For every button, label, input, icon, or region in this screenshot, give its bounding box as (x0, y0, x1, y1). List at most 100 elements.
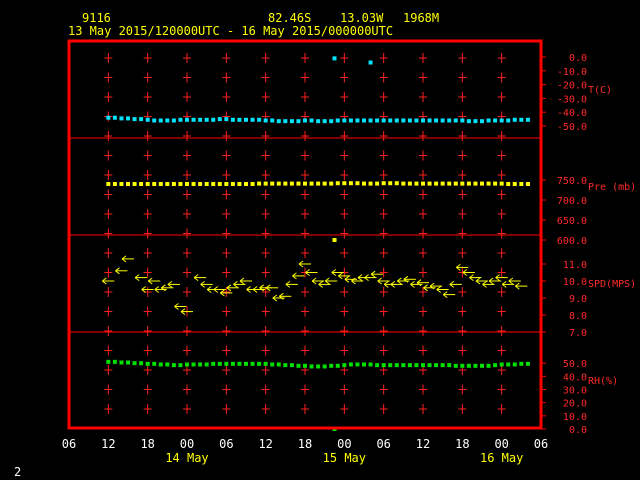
y-tick-label: -30.0 (557, 94, 587, 105)
wind-arrow (180, 308, 193, 316)
wind-arrow-head (495, 277, 500, 282)
data-point (460, 181, 465, 186)
wind-arrow-head (134, 274, 140, 279)
data-point (506, 362, 511, 367)
x-tick-label: 18 (298, 437, 312, 451)
data-point (198, 362, 203, 367)
wind-arrow-head (226, 287, 232, 292)
wind-arrow (370, 270, 384, 278)
x-tick-label: 00 (180, 437, 194, 451)
data-point (112, 359, 117, 364)
data-point (132, 117, 137, 122)
wind-arrow (292, 272, 305, 280)
wind-arrow-head (357, 274, 363, 279)
data-point (119, 182, 124, 186)
data-point (473, 119, 478, 124)
wind-arrow-head (410, 280, 415, 285)
wind-arrow-head (501, 283, 507, 288)
x-tick-label: 12 (258, 437, 272, 451)
wind-arrow-head (508, 277, 514, 282)
wind-arrow-head (442, 291, 448, 296)
data-point (499, 181, 504, 186)
wind-arrow-head (423, 284, 428, 289)
grid-layer (69, 53, 541, 414)
wind-arrow (416, 279, 429, 287)
data-point (342, 118, 347, 123)
wind-arrow-head (508, 280, 514, 285)
data-point (512, 182, 517, 186)
x-tick-label: 00 (494, 437, 508, 451)
data-point (335, 118, 340, 123)
data-point (322, 119, 327, 124)
data-point (139, 117, 144, 122)
data-point (185, 117, 189, 122)
wind-arrow (233, 280, 246, 288)
wind-arrow-head (383, 280, 389, 285)
x-tick-label: 06 (376, 437, 390, 451)
data-point (473, 181, 478, 186)
wind-arrow (161, 284, 174, 292)
data-point (165, 118, 170, 123)
y-tick-label: 10.0 (563, 277, 587, 288)
data-point (407, 118, 412, 123)
data-point (171, 363, 176, 368)
wind-arrow-head (351, 277, 356, 282)
wind-arrow (475, 277, 488, 285)
wind-arrow (311, 277, 325, 285)
data-point (499, 362, 504, 367)
wind-arrow-head (403, 278, 409, 283)
y-tick-label: 50.0 (563, 359, 587, 370)
wind-arrow-head (311, 277, 317, 282)
data-point (158, 118, 163, 123)
data-point (165, 362, 170, 367)
wind-arrow-head (344, 275, 350, 280)
data-point (230, 361, 235, 366)
y-tick-label: 650.0 (557, 216, 587, 227)
data-point (381, 363, 386, 368)
wind-arrow-head (449, 280, 455, 285)
wind-arrow-head (456, 263, 461, 268)
data-point (322, 364, 327, 369)
wind-arrow-head (318, 283, 323, 288)
wind-arrow-head (324, 277, 330, 282)
outlier-point (332, 238, 337, 242)
data-point (257, 117, 262, 122)
data-point (506, 118, 511, 123)
wind-arrow-head (482, 283, 487, 288)
wind-arrow (252, 286, 266, 293)
data-point (152, 361, 157, 366)
wind-arrow (331, 269, 344, 276)
wind-arrow-head (252, 289, 258, 293)
wind-arrow-head (233, 283, 238, 288)
data-point (191, 117, 196, 122)
data-point (250, 117, 255, 122)
data-point (401, 118, 406, 123)
data-point (414, 118, 419, 123)
wind-arrow-head (364, 274, 369, 279)
y-tick-label: 8.0 (569, 311, 587, 322)
data-point (106, 115, 111, 120)
wind-arrow (397, 277, 410, 285)
wind-arrow-head (370, 270, 376, 275)
data-point (217, 182, 222, 186)
wind-arrow (285, 280, 298, 288)
wind-arrow-head (377, 277, 382, 282)
wind-arrow-head (344, 278, 350, 283)
data-point (171, 182, 176, 186)
outlier-point (332, 56, 337, 61)
data-point (309, 181, 314, 186)
wind-arrow (134, 274, 148, 282)
data-point (244, 117, 248, 122)
wind-arrow-head (174, 303, 179, 307)
wind-arrow-head (397, 280, 402, 285)
data-point (375, 363, 380, 368)
data-point (414, 363, 419, 368)
wind-arrow-head (403, 275, 409, 280)
x-tick-label: 00 (337, 437, 351, 451)
data-point (355, 181, 360, 186)
data-point (486, 181, 491, 186)
data-point (493, 118, 498, 123)
data-point (289, 119, 294, 124)
data-point (388, 363, 393, 368)
wind-arrow (154, 286, 167, 293)
